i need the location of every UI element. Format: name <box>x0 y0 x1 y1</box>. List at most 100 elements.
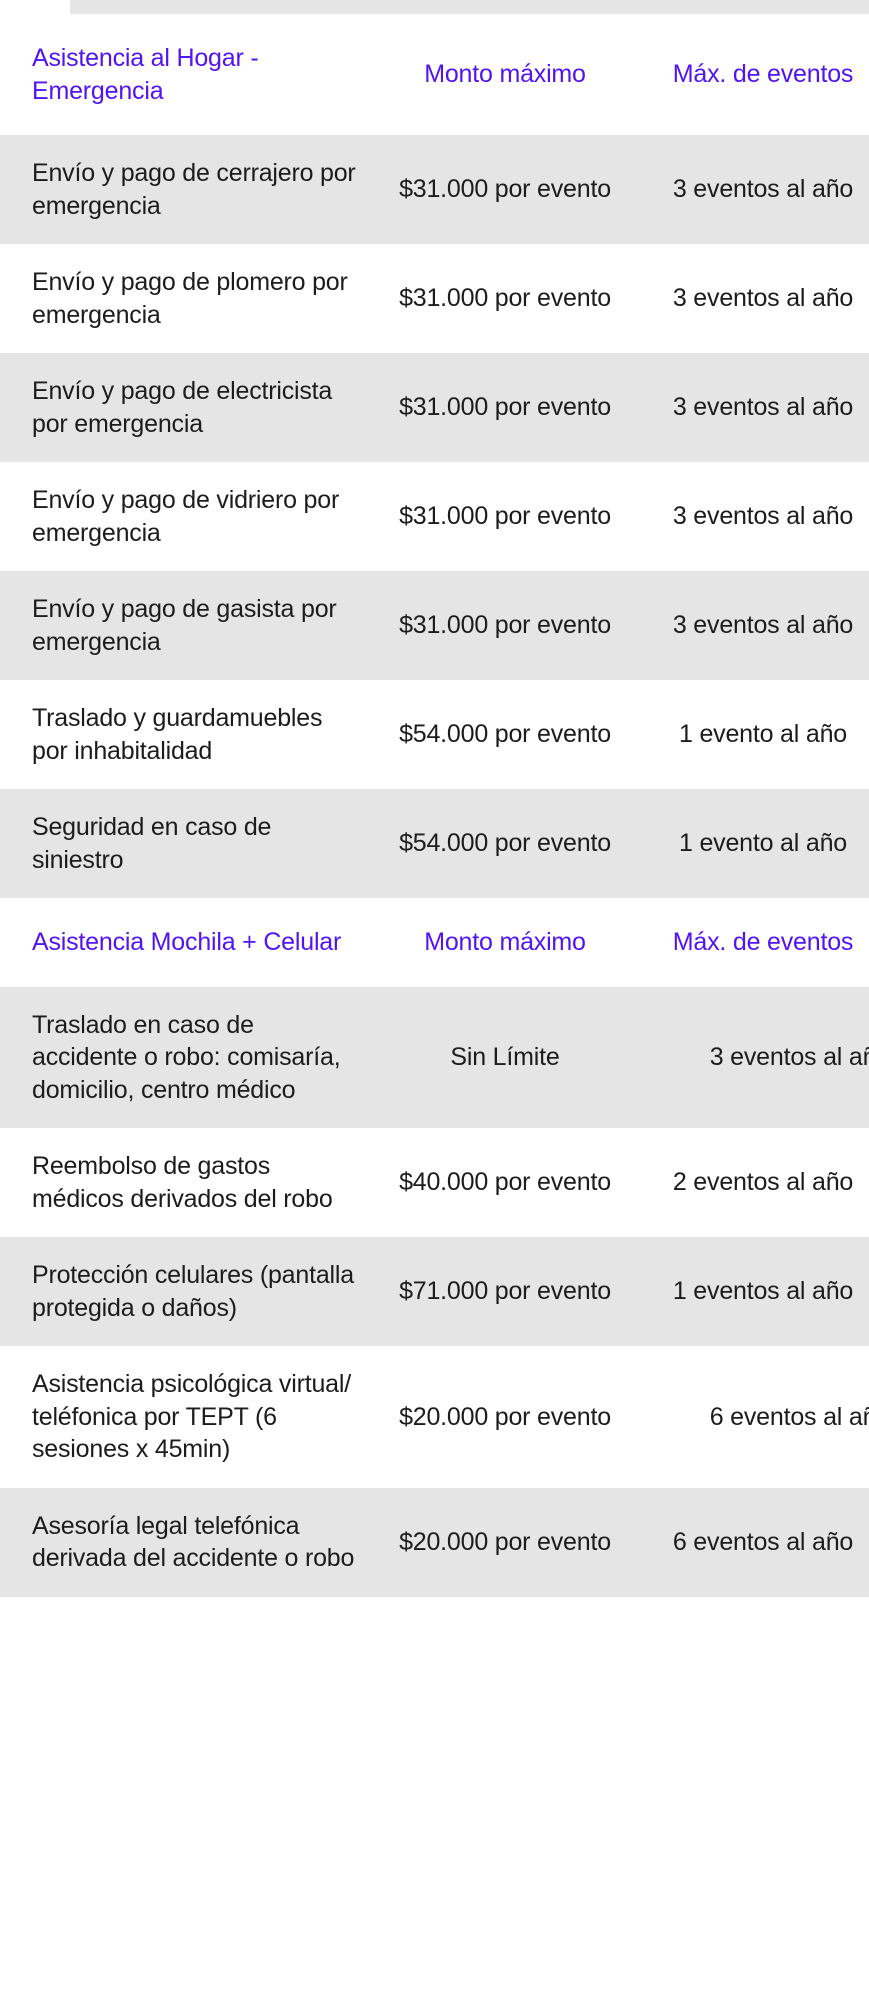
benefit-events: 3 eventos al año <box>672 175 854 204</box>
benefit-amount-cell: $31.000 por evento <box>380 571 630 680</box>
benefit-description: Envío y pago de cerrajero por emergencia <box>32 159 356 220</box>
table-row: Envío y pago de vidriero por emergencia $… <box>0 462 869 571</box>
benefit-description-cell: Asesoría legal telefónica derivada del a… <box>0 1488 380 1597</box>
section-header-row: Asistencia al Hogar - Emergencia Monto má… <box>0 14 869 135</box>
table-row: Asistencia psicológica virtual/ teléfoni… <box>0 1346 869 1488</box>
benefit-amount-cell: $54.000 por evento <box>380 680 630 789</box>
benefit-events: 6 eventos al año <box>709 1402 869 1431</box>
benefit-description-cell: Asistencia psicológica virtual/ teléfoni… <box>0 1346 380 1488</box>
benefit-amount-cell: $20.000 por evento <box>380 1346 630 1488</box>
benefit-description-cell: Traslado en caso de accidente o robo: co… <box>0 987 380 1129</box>
benefit-amount-cell: $31.000 por evento <box>380 353 630 462</box>
benefit-description-cell: Traslado y guardamuebles por inhabitalid… <box>0 680 380 789</box>
benefit-amount-cell: $71.000 por evento <box>380 1237 630 1346</box>
table-row: Envío y pago de cerrajero por emergencia… <box>0 135 869 244</box>
benefit-description-cell: Envío y pago de vidriero por emergencia <box>0 462 380 571</box>
table-row: Traslado en caso de accidente o robo: co… <box>0 986 869 1129</box>
benefit-amount: $54.000 por evento <box>399 829 611 858</box>
section-header-row: Asistencia Mochila + Celular Monto máximo… <box>0 898 869 987</box>
benefit-events: 3 eventos al año <box>672 393 854 422</box>
benefit-amount: $40.000 por evento <box>399 1168 611 1197</box>
benefit-amount: $31.000 por evento <box>399 502 611 531</box>
benefit-description: Envío y pago de plomero por emergencia <box>32 268 348 329</box>
benefit-description: Traslado en caso de accidente o robo: co… <box>32 1010 341 1104</box>
benefit-events-cell: 6 eventos al año <box>630 1346 869 1488</box>
benefit-amount-cell: $40.000 por evento <box>380 1128 630 1237</box>
benefit-amount-cell: Sin Límite <box>380 987 630 1129</box>
benefit-description-cell: Protección celulares (pantalla protegida… <box>0 1237 380 1346</box>
benefit-events: 2 eventos al año <box>672 1168 854 1197</box>
column-header-amount-cell: Monto máximo <box>380 14 630 135</box>
benefit-events-cell: 6 eventos al año <box>630 1488 869 1597</box>
benefit-description: Envío y pago de vidriero por emergencia <box>32 486 340 547</box>
benefit-events-cell: 3 eventos al año <box>630 987 869 1129</box>
benefit-description-cell: Reembolso de gastos médicos derivados de… <box>0 1128 380 1237</box>
benefit-description: Traslado y guardamuebles por inhabitalid… <box>32 704 323 765</box>
benefit-amount: $31.000 por evento <box>399 393 611 422</box>
benefit-events: 1 evento al año <box>679 829 847 858</box>
benefit-events: 3 eventos al año <box>709 1043 869 1071</box>
benefit-events-cell: 1 evento al año <box>630 789 869 898</box>
table-row: Asesoría legal telefónica derivada del a… <box>0 1487 869 1597</box>
benefit-amount: $71.000 por evento <box>399 1277 611 1306</box>
column-header-amount: Monto máximo <box>424 928 586 956</box>
benefit-description: Asesoría legal telefónica derivada del a… <box>32 1511 355 1573</box>
benefit-amount-cell: $20.000 por evento <box>380 1488 630 1597</box>
benefit-events: 1 evento al año <box>679 720 847 749</box>
benefit-events-cell: 3 eventos al año <box>630 135 869 244</box>
column-header-amount-cell: Monto máximo <box>380 898 630 987</box>
section-title: Asistencia al Hogar - Emergencia <box>32 44 259 105</box>
column-header-events-cell: Máx. de eventos <box>630 898 869 987</box>
column-header-amount: Monto máximo <box>424 60 586 89</box>
benefit-events-cell: 2 eventos al año <box>630 1128 869 1237</box>
benefit-events: 3 eventos al año <box>672 284 854 313</box>
table-row: Traslado y guardamuebles por inhabitalid… <box>0 680 869 789</box>
column-header-events: Máx. de eventos <box>672 60 854 89</box>
benefit-description-cell: Envío y pago de plomero por emergencia <box>0 244 380 353</box>
benefit-amount: $54.000 por evento <box>399 720 611 749</box>
benefit-amount-cell: $54.000 por evento <box>380 789 630 898</box>
benefit-events-cell: 1 evento al año <box>630 680 869 789</box>
top-gray-strip <box>70 0 869 14</box>
benefit-description: Asistencia psicológica virtual/ teléfoni… <box>32 1370 351 1463</box>
table-row: Envío y pago de gasista por emergencia $3… <box>0 571 869 680</box>
section-title-cell: Asistencia Mochila + Celular <box>0 898 380 987</box>
benefit-amount-cell: $31.000 por evento <box>380 462 630 571</box>
benefit-description: Seguridad en caso de siniestro <box>32 813 272 874</box>
benefit-amount: $20.000 por evento <box>399 1527 611 1556</box>
table-row: Envío y pago de electricista por emergen… <box>0 353 869 462</box>
table-row: Reembolso de gastos médicos derivados de… <box>0 1128 869 1237</box>
benefit-description-cell: Envío y pago de gasista por emergencia <box>0 571 380 680</box>
benefit-amount: $31.000 por evento <box>399 611 611 640</box>
benefit-events: 6 eventos al año <box>672 1527 854 1556</box>
column-header-events-cell: Máx. de eventos <box>630 14 869 135</box>
benefit-events: 3 eventos al año <box>672 611 854 640</box>
column-header-events: Máx. de eventos <box>672 928 854 956</box>
benefit-description-cell: Envío y pago de electricista por emergen… <box>0 353 380 462</box>
table-row: Protección celulares (pantalla protegida… <box>0 1237 869 1346</box>
table-row: Envío y pago de plomero por emergencia $3… <box>0 244 869 353</box>
benefit-amount: $31.000 por evento <box>399 284 611 313</box>
benefit-amount: $31.000 por evento <box>399 175 611 204</box>
benefit-description: Reembolso de gastos médicos derivados de… <box>32 1152 333 1213</box>
benefit-events-cell: 3 eventos al año <box>630 353 869 462</box>
benefit-description-cell: Envío y pago de cerrajero por emergencia <box>0 135 380 244</box>
benefit-events-cell: 3 eventos al año <box>630 244 869 353</box>
benefit-amount: $20.000 por evento <box>399 1402 611 1431</box>
benefit-amount-cell: $31.000 por evento <box>380 135 630 244</box>
benefit-events-cell: 3 eventos al año <box>630 571 869 680</box>
table-row: Seguridad en caso de siniestro $54.000 po… <box>0 789 869 898</box>
benefit-events: 1 eventos al año <box>672 1277 854 1306</box>
benefit-events: 3 eventos al año <box>672 502 854 531</box>
benefits-table-body: Asistencia al Hogar - Emergencia Monto má… <box>0 14 869 1597</box>
benefits-table: Asistencia al Hogar - Emergencia Monto má… <box>0 14 869 1597</box>
section-title-cell: Asistencia al Hogar - Emergencia <box>0 14 380 135</box>
benefit-events-cell: 1 eventos al año <box>630 1237 869 1346</box>
benefit-amount-cell: $31.000 por evento <box>380 244 630 353</box>
benefit-description-cell: Seguridad en caso de siniestro <box>0 789 380 898</box>
benefit-amount: Sin Límite <box>450 1043 560 1071</box>
benefit-description: Envío y pago de gasista por emergencia <box>32 595 337 656</box>
section-title: Asistencia Mochila + Celular <box>32 928 342 956</box>
benefit-description: Envío y pago de electricista por emergen… <box>32 377 333 438</box>
